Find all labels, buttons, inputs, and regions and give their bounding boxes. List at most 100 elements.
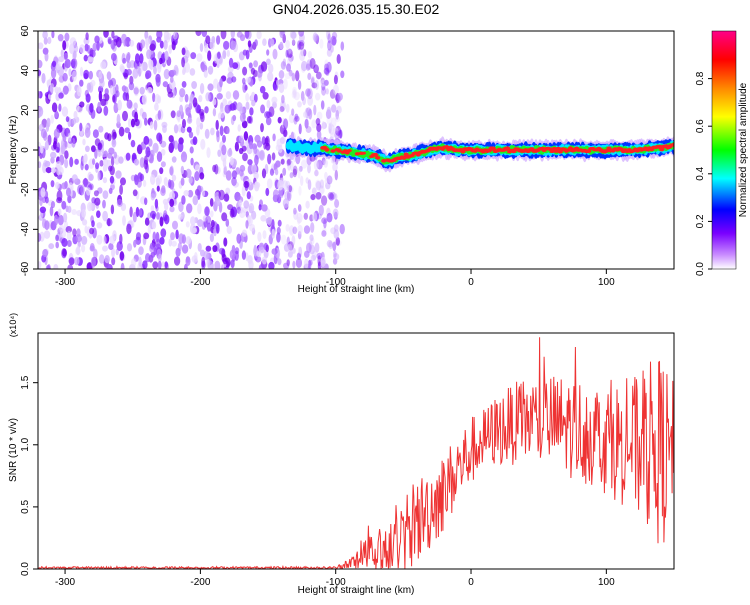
noise-speckle [144,217,150,226]
noise-speckle [276,79,280,86]
noise-speckle [249,141,253,150]
noise-speckle [150,205,155,212]
noise-speckle [332,208,339,218]
noise-speckle [283,129,288,138]
noise-speckle [93,190,99,197]
noise-speckle [232,114,237,122]
snr-y-label: SNR (10 * v/v) [8,418,19,482]
noise-speckle [247,40,252,48]
noise-speckle [303,212,308,220]
noise-speckle [306,111,310,119]
noise-speckle [289,172,294,179]
noise-speckle [125,152,131,161]
noise-speckle [306,242,312,254]
noise-speckle [242,66,248,76]
snr-x-label: Height of straight line (km) [298,585,415,596]
snr-frame [37,332,675,570]
noise-speckle [156,132,163,142]
noise-speckle [291,39,296,46]
snr-plot-area [38,333,674,569]
noise-speckle [207,50,212,61]
ridge-cell [354,152,360,156]
noise-speckle [135,232,142,241]
noise-speckle [197,219,204,227]
noise-speckle [72,228,77,237]
noise-speckle [258,204,262,211]
noise-speckle [298,31,305,37]
spectrogram-y-tick-label: 40 [20,65,31,77]
noise-speckle [292,86,297,96]
snr-x-tick-label: -100 [326,577,346,588]
noise-speckle [311,212,318,222]
noise-speckle [334,199,340,208]
noise-speckle [77,184,84,195]
noise-speckle [108,242,114,251]
noise-speckle [332,84,339,95]
noise-speckle [288,69,293,77]
noise-speckle [57,214,64,226]
noise-speckle [162,125,167,133]
spectrogram-y-label: Frequency (Hz) [8,116,19,185]
noise-speckle [322,227,327,236]
ridge-cell [555,146,561,151]
noise-speckle [84,127,91,138]
noise-speckle [223,193,230,202]
noise-speckle [39,211,43,219]
noise-speckle [315,118,321,126]
noise-speckle [81,244,86,253]
noise-speckle [71,209,77,215]
noise-speckle [319,38,324,49]
noise-speckle [68,257,75,266]
ridge-cell [375,156,381,160]
noise-speckle [119,251,125,261]
noise-speckle [254,181,258,188]
noise-speckle [282,167,287,176]
ridge-cell [373,152,379,157]
noise-speckle [65,116,70,123]
noise-speckle [98,125,104,133]
noise-speckle [192,195,199,206]
noise-speckle [67,132,72,142]
noise-speckle [99,254,105,264]
noise-speckle [144,31,149,40]
noise-speckle [268,63,274,74]
noise-speckle [199,122,204,130]
spectrogram-y-tick-label: -40 [20,222,31,237]
noise-speckle [40,187,46,198]
noise-speckle [115,84,119,94]
noise-speckle [279,41,284,50]
noise-speckle [51,167,57,174]
noise-speckle [120,65,125,74]
noise-speckle [45,167,52,174]
noise-speckle [88,173,94,181]
noise-speckle [81,235,88,245]
noise-speckle [212,245,218,253]
noise-speckle [47,36,52,45]
noise-speckle [172,31,178,40]
noise-speckle [64,58,71,69]
noise-speckle [196,117,201,127]
noise-speckle [94,197,101,206]
colorbar-tick-label: 0.8 [695,71,706,85]
noise-speckle [315,180,322,191]
noise-speckle [75,104,80,112]
noise-speckle [234,250,239,261]
noise-speckle [109,85,114,95]
noise-speckle [171,40,176,51]
noise-speckle [260,61,268,72]
snr-y-tick-label: 0.5 [20,500,31,514]
noise-speckle [330,227,337,235]
noise-speckle [157,253,162,263]
noise-speckle [56,164,61,176]
noise-speckle [220,31,227,40]
noise-speckle [324,79,329,86]
noise-speckle [225,170,232,181]
noise-speckle [322,159,329,166]
noise-speckle [230,31,235,39]
noise-speckle [159,216,164,227]
noise-speckle [122,215,126,226]
noise-speckle [57,34,64,42]
noise-speckle [56,197,63,204]
noise-speckle [286,159,291,167]
noise-speckle [223,237,228,247]
